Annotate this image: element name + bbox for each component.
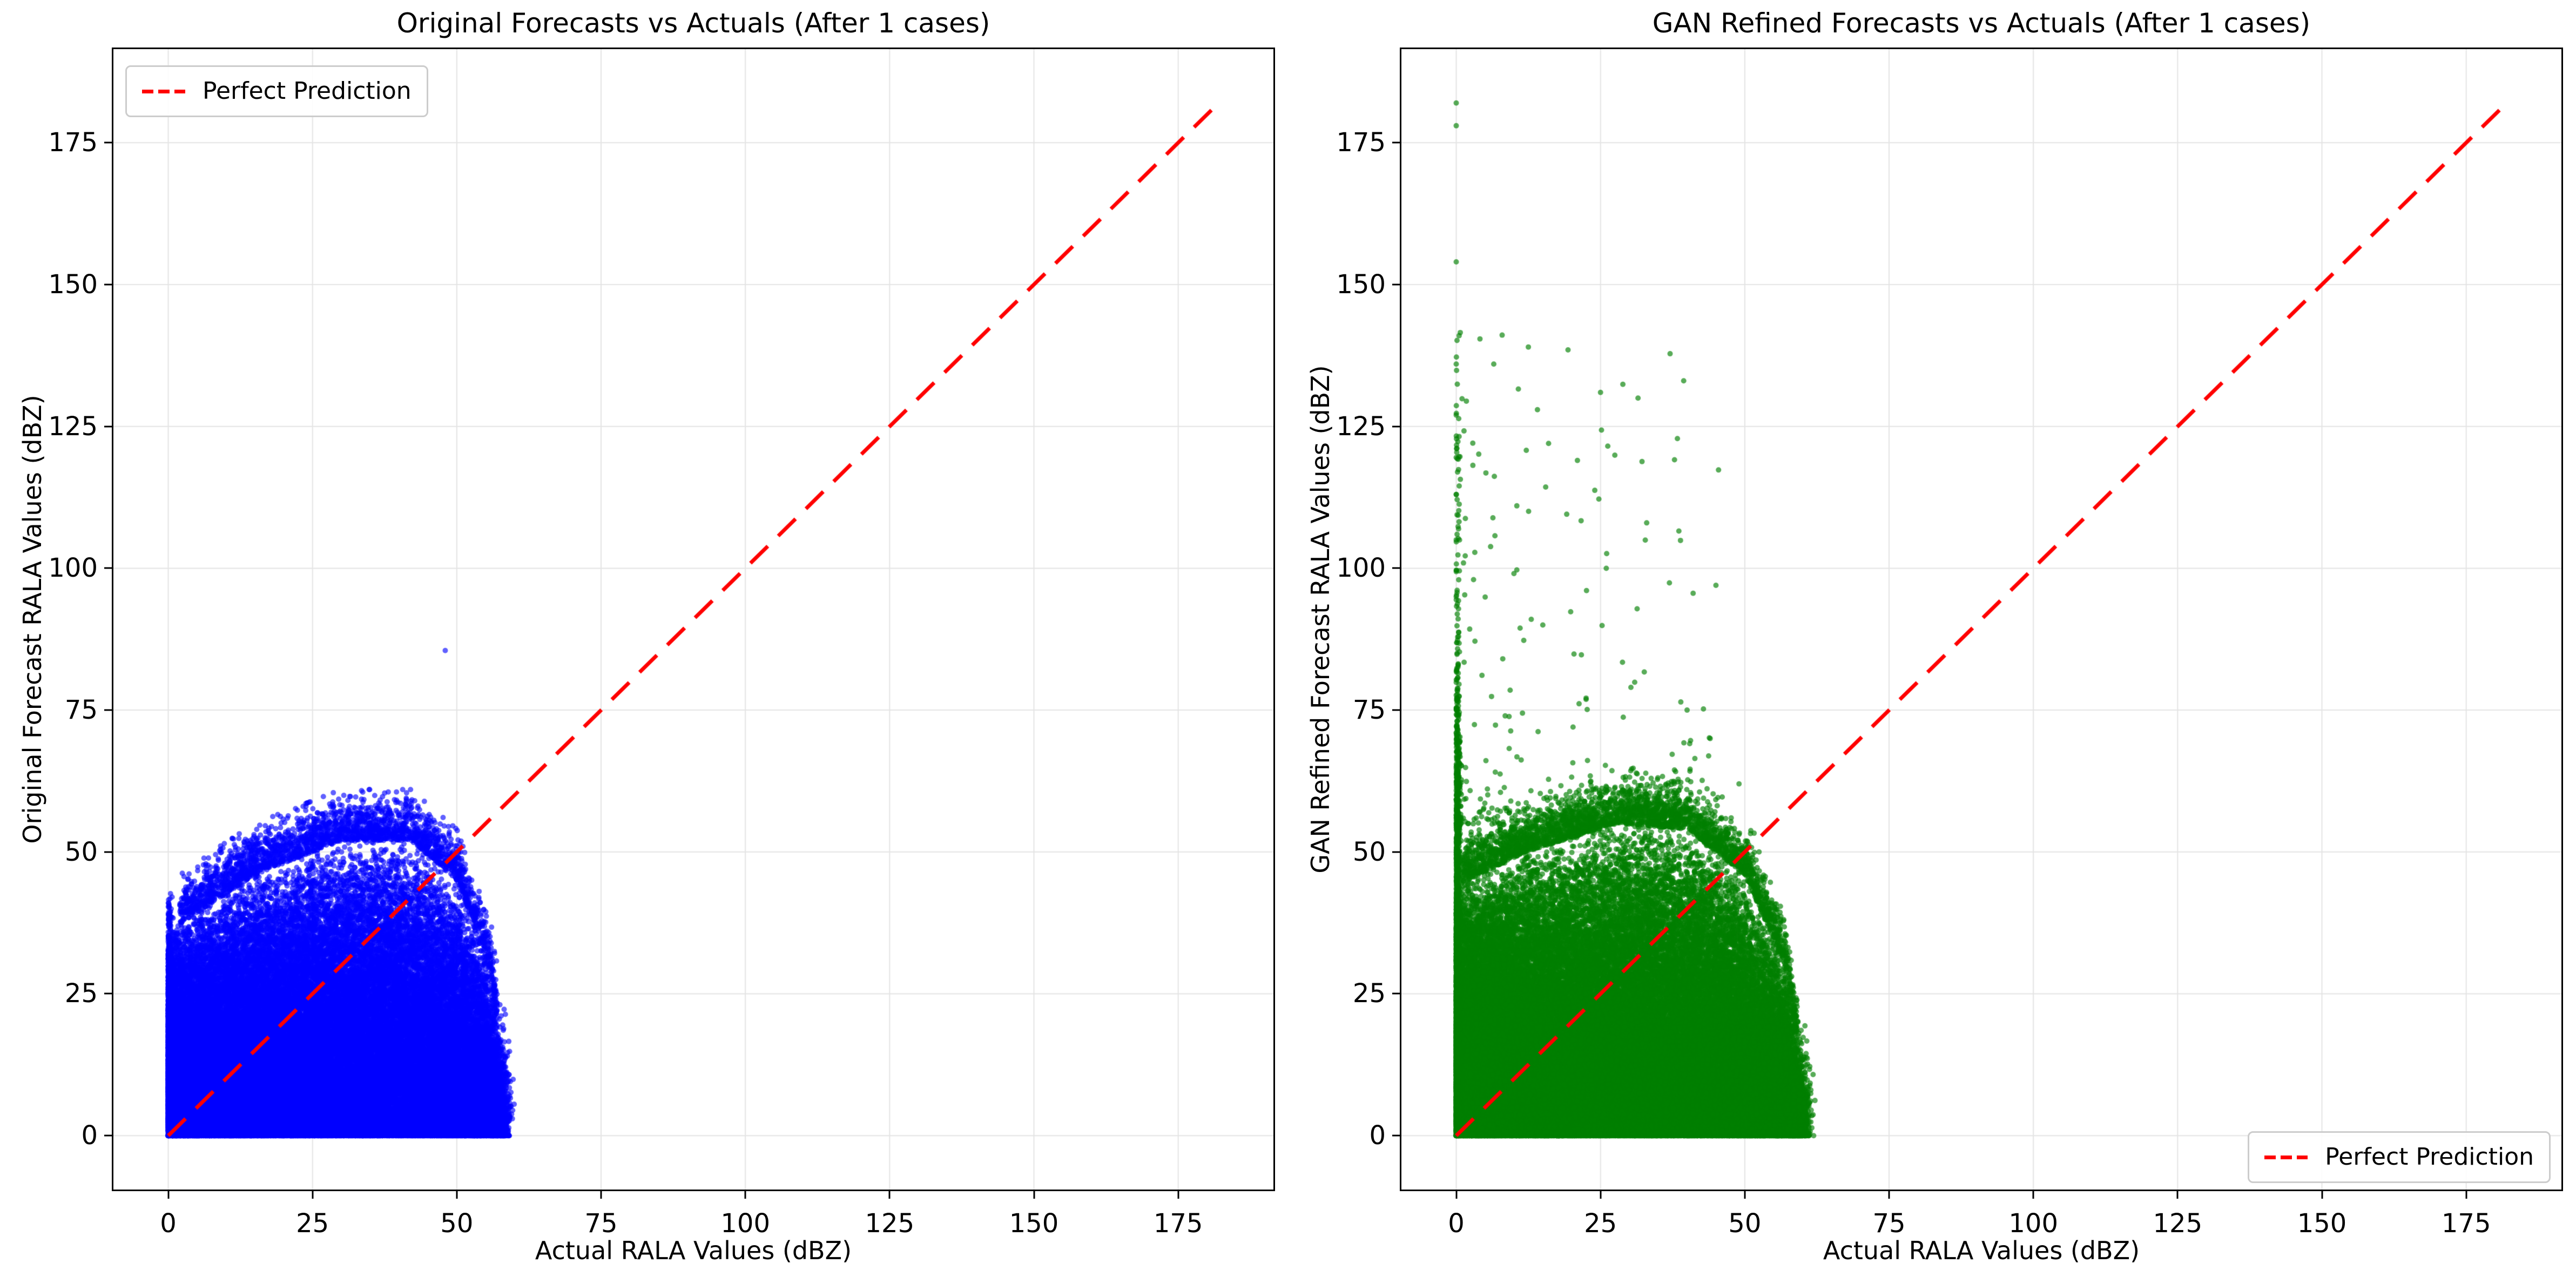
y-tick-mark (1392, 992, 1400, 995)
y-tick-label: 175 (1336, 127, 1386, 158)
y-tick-label: 75 (64, 695, 98, 726)
y-tick-label: 150 (48, 269, 98, 300)
legend-label: Perfect Prediction (203, 77, 412, 105)
y-tick-mark (104, 992, 112, 995)
x-tick-label: 175 (1153, 1208, 1203, 1239)
y-tick-label: 0 (81, 1120, 98, 1151)
x-tick-label: 0 (1448, 1208, 1465, 1239)
y-tick-mark (1392, 425, 1400, 428)
x-axis-label-original: Actual RALA Values (dBZ) (535, 1236, 852, 1265)
y-tick-label: 75 (1352, 695, 1386, 726)
x-tick-mark (456, 1191, 458, 1199)
y-tick-mark (1392, 1134, 1400, 1137)
x-tick-label: 25 (1584, 1208, 1617, 1239)
x-tick-mark (2465, 1191, 2467, 1199)
x-tick-label: 50 (1728, 1208, 1762, 1239)
y-tick-mark (104, 141, 112, 144)
x-tick-mark (744, 1191, 746, 1199)
x-tick-label: 100 (2008, 1208, 2058, 1239)
y-tick-mark (104, 1134, 112, 1137)
panel-title-original: Original Forecasts vs Actuals (After 1 c… (396, 8, 990, 39)
x-tick-label: 75 (1872, 1208, 1906, 1239)
x-tick-mark (888, 1191, 891, 1199)
x-tick-label: 100 (720, 1208, 770, 1239)
x-tick-mark (600, 1191, 602, 1199)
y-axis-label-gan: GAN Refined Forecast RALA Values (dBZ) (1306, 365, 1335, 874)
y-tick-label: 100 (48, 553, 98, 584)
x-tick-label: 125 (865, 1208, 915, 1239)
x-tick-mark (167, 1191, 170, 1199)
y-tick-mark (104, 283, 112, 286)
legend-dashed-line-sample (142, 89, 185, 93)
y-tick-label: 0 (1369, 1120, 1386, 1151)
legend-gan: Perfect Prediction (2248, 1131, 2551, 1183)
x-tick-mark (2032, 1191, 2034, 1199)
y-tick-label: 150 (1336, 269, 1386, 300)
scatter-canvas-original (113, 49, 1273, 1190)
legend-label: Perfect Prediction (2325, 1143, 2534, 1171)
y-tick-label: 175 (48, 127, 98, 158)
y-tick-mark (104, 851, 112, 853)
x-tick-mark (1600, 1191, 1602, 1199)
x-tick-mark (2321, 1191, 2323, 1199)
y-tick-label: 25 (64, 978, 98, 1009)
x-tick-mark (1455, 1191, 1458, 1199)
y-tick-label: 125 (1336, 411, 1386, 442)
y-tick-mark (1392, 851, 1400, 853)
legend-original: Perfect Prediction (125, 65, 428, 117)
y-tick-mark (1392, 141, 1400, 144)
plot-area-gan (1400, 48, 2563, 1191)
scatter-canvas-gan (1401, 49, 2561, 1190)
x-tick-mark (2176, 1191, 2179, 1199)
legend-dashed-line-sample (2264, 1155, 2308, 1159)
x-tick-label: 175 (2441, 1208, 2491, 1239)
x-tick-label: 150 (2297, 1208, 2347, 1239)
x-tick-label: 25 (296, 1208, 329, 1239)
plot-area-original (112, 48, 1275, 1191)
x-tick-mark (1888, 1191, 1890, 1199)
y-tick-label: 100 (1336, 553, 1386, 584)
panel-title-gan: GAN Refined Forecasts vs Actuals (After … (1652, 8, 2311, 39)
x-tick-label: 0 (160, 1208, 177, 1239)
y-tick-mark (1392, 709, 1400, 711)
y-tick-label: 125 (48, 411, 98, 442)
y-tick-mark (1392, 567, 1400, 569)
y-axis-label-original: Original Forecast RALA Values (dBZ) (18, 395, 47, 844)
y-tick-mark (104, 567, 112, 569)
x-tick-label: 75 (584, 1208, 618, 1239)
x-tick-label: 50 (440, 1208, 474, 1239)
y-tick-mark (104, 425, 112, 428)
x-tick-mark (1177, 1191, 1179, 1199)
x-tick-mark (1033, 1191, 1035, 1199)
y-tick-mark (1392, 283, 1400, 286)
y-tick-mark (104, 709, 112, 711)
x-tick-mark (312, 1191, 314, 1199)
x-tick-label: 150 (1009, 1208, 1059, 1239)
x-tick-mark (1744, 1191, 1746, 1199)
y-tick-label: 50 (64, 836, 98, 867)
x-axis-label-gan: Actual RALA Values (dBZ) (1823, 1236, 2140, 1265)
y-tick-label: 50 (1352, 836, 1386, 867)
y-tick-label: 25 (1352, 978, 1386, 1009)
x-tick-label: 125 (2153, 1208, 2203, 1239)
